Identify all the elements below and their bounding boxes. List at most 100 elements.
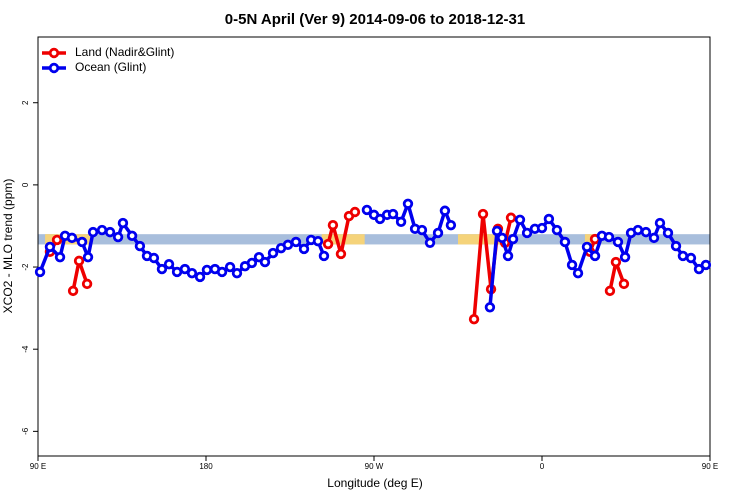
data-point	[246, 257, 258, 269]
data-point	[514, 214, 526, 225]
data-point	[502, 250, 514, 262]
x-tick-label: 180	[199, 462, 213, 471]
data-point	[34, 266, 46, 278]
legend-label: Land (Nadir&Glint)	[75, 45, 174, 59]
x-tick-label: 90 E	[30, 462, 46, 471]
data-point	[186, 268, 198, 279]
legend-marker	[48, 47, 60, 59]
data-point	[335, 248, 347, 260]
data-point	[112, 231, 124, 243]
data-point	[374, 213, 386, 225]
data-point	[505, 212, 517, 223]
data-point	[81, 278, 93, 290]
data-point	[224, 261, 236, 273]
data-point	[604, 285, 616, 297]
data-point	[521, 227, 533, 239]
data-point	[662, 227, 674, 239]
data-point	[44, 241, 56, 253]
data-point	[76, 236, 88, 248]
data-point	[104, 226, 116, 238]
x-tick-label: 90 E	[702, 462, 718, 471]
data-point	[402, 198, 414, 209]
data-point	[134, 240, 146, 252]
data-point	[670, 240, 682, 252]
data-point	[581, 241, 593, 253]
legend-label: Ocean (Glint)	[75, 60, 146, 74]
data-point	[82, 251, 94, 263]
y-tick-label: 0	[21, 182, 30, 187]
data-point	[179, 263, 191, 275]
data-point	[126, 230, 138, 242]
legend-marker	[48, 62, 60, 74]
y-tick-label: 2	[21, 100, 30, 105]
data-point	[361, 204, 373, 216]
data-point	[654, 217, 666, 229]
x-axis-label: Longitude (deg E)	[327, 476, 422, 490]
data-point	[259, 256, 271, 268]
data-point	[543, 213, 555, 225]
data-point	[194, 271, 206, 283]
data-point	[322, 238, 334, 250]
data-point	[318, 250, 330, 262]
data-point	[387, 208, 399, 220]
data-point	[610, 256, 622, 268]
data-point	[632, 224, 644, 236]
data-point	[572, 268, 584, 279]
data-point	[231, 268, 243, 279]
data-point	[51, 234, 63, 246]
data-point	[603, 231, 615, 243]
data-point	[163, 258, 175, 270]
data-point	[67, 285, 79, 297]
data-point	[267, 247, 279, 259]
data-point	[201, 264, 213, 276]
x-tick-label: 90 W	[365, 462, 384, 471]
y-tick-label: -4	[21, 345, 30, 353]
data-point	[640, 226, 652, 238]
data-point	[496, 232, 508, 244]
data-point	[117, 217, 129, 229]
data-point	[298, 243, 310, 255]
land-band-segment	[458, 234, 500, 245]
data-point	[685, 252, 697, 264]
data-point	[349, 206, 361, 218]
data-point	[73, 255, 85, 267]
data-point	[484, 302, 496, 313]
data-point	[424, 237, 436, 249]
data-point	[445, 219, 457, 231]
data-point	[677, 250, 689, 262]
data-point	[156, 263, 168, 275]
reference-band	[38, 234, 710, 245]
data-point	[395, 216, 407, 228]
chart-title: 0-5N April (Ver 9) 2014-09-06 to 2018-12…	[225, 11, 525, 28]
data-point	[312, 235, 324, 247]
data-point	[66, 232, 78, 244]
data-point	[327, 219, 339, 231]
data-point	[551, 224, 563, 236]
data-point	[439, 205, 451, 216]
data-point	[96, 224, 108, 236]
data-point	[416, 224, 428, 236]
data-point	[566, 259, 578, 271]
data-point	[507, 233, 519, 245]
data-point	[282, 239, 294, 251]
data-point	[618, 278, 630, 290]
data-point	[216, 266, 228, 278]
y-tick-label: -2	[21, 263, 30, 271]
data-point	[54, 251, 66, 263]
x-tick-label: 0	[540, 462, 545, 471]
data-point	[612, 236, 624, 248]
data-point	[468, 314, 480, 325]
data-point	[148, 252, 160, 264]
y-tick-label: -6	[21, 427, 30, 435]
data-point	[491, 225, 503, 237]
data-point	[648, 232, 660, 244]
data-point	[700, 259, 712, 271]
data-point	[559, 236, 571, 248]
data-point	[432, 227, 444, 239]
data-point	[536, 222, 548, 234]
data-point	[290, 236, 302, 248]
data-point	[619, 251, 631, 263]
data-point	[589, 250, 601, 262]
data-point	[477, 208, 489, 220]
